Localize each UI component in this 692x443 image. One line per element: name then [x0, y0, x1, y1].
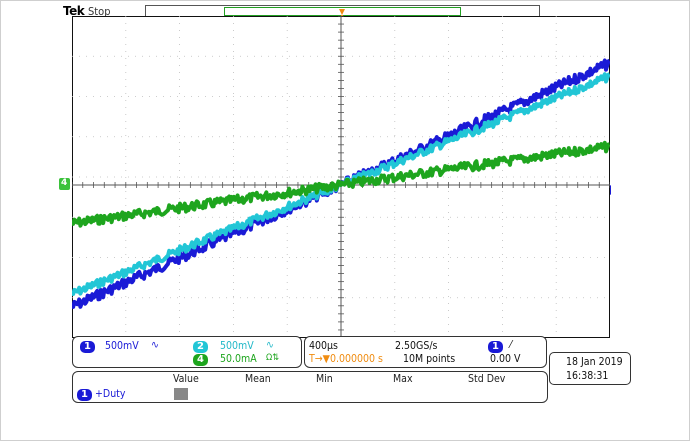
graticule	[72, 16, 610, 338]
trigger-source-badge[interactable]: 1	[488, 341, 503, 353]
ch2-scale: 500mV	[220, 340, 254, 352]
meas-header-value: Value	[173, 373, 199, 385]
ch2-coupling-icon: ∿	[266, 339, 274, 351]
meas-header-max: Max	[393, 373, 413, 385]
ch4-ground-marker[interactable]: 4	[59, 178, 70, 190]
ch1-coupling-icon: ∿	[151, 339, 159, 351]
ch1-scale: 500mV	[105, 340, 139, 352]
brand-logo: Tek	[63, 4, 85, 18]
acquisition-status: Stop	[88, 5, 111, 18]
ch4-coupling-icon: Ω⇅	[266, 353, 279, 363]
trigger-slope-icon: ⁄	[510, 339, 512, 351]
ch4-scale: 50.0mA	[220, 353, 257, 365]
graticule-grid	[72, 16, 610, 338]
meas-source-badge[interactable]: 1	[77, 389, 92, 401]
measurement-row[interactable]: 1 +Duty	[73, 387, 543, 402]
trigger-delay: T→▼0.000000 s	[309, 353, 383, 365]
meas-header-mean: Mean	[245, 373, 271, 385]
sample-rate: 2.50GS/s	[395, 340, 438, 352]
ch4-waveform	[72, 140, 610, 228]
waveforms	[72, 58, 610, 309]
trigger-level: 0.00 V	[490, 353, 521, 365]
record-length: 10M points	[403, 353, 456, 365]
horizontal-readout-panel[interactable]: 400µs 2.50GS/s T→▼0.000000 s 10M points …	[304, 336, 547, 368]
ch4-badge[interactable]: 4	[193, 354, 208, 366]
time: 16:38:31	[566, 370, 609, 382]
ch4-ground-marker-label: 4	[61, 178, 68, 188]
time-scale: 400µs	[309, 340, 338, 352]
meas-label: +Duty	[95, 388, 126, 400]
channel-readout-panel[interactable]: 1 500mV ∿ 2 500mV ∿ 4 50.0mA Ω⇅	[72, 336, 302, 368]
measurement-panel[interactable]: Value Mean Min Max Std Dev 1 +Duty	[72, 371, 548, 403]
meas-header-min: Min	[316, 373, 333, 385]
meas-value-cell	[174, 388, 188, 400]
date: 18 Jan 2019	[566, 356, 623, 368]
ch2-badge[interactable]: 2	[193, 341, 208, 353]
ch1-badge[interactable]: 1	[80, 341, 95, 353]
datetime-panel: 18 Jan 2019 16:38:31	[549, 352, 631, 385]
meas-header-std-dev: Std Dev	[468, 373, 506, 385]
